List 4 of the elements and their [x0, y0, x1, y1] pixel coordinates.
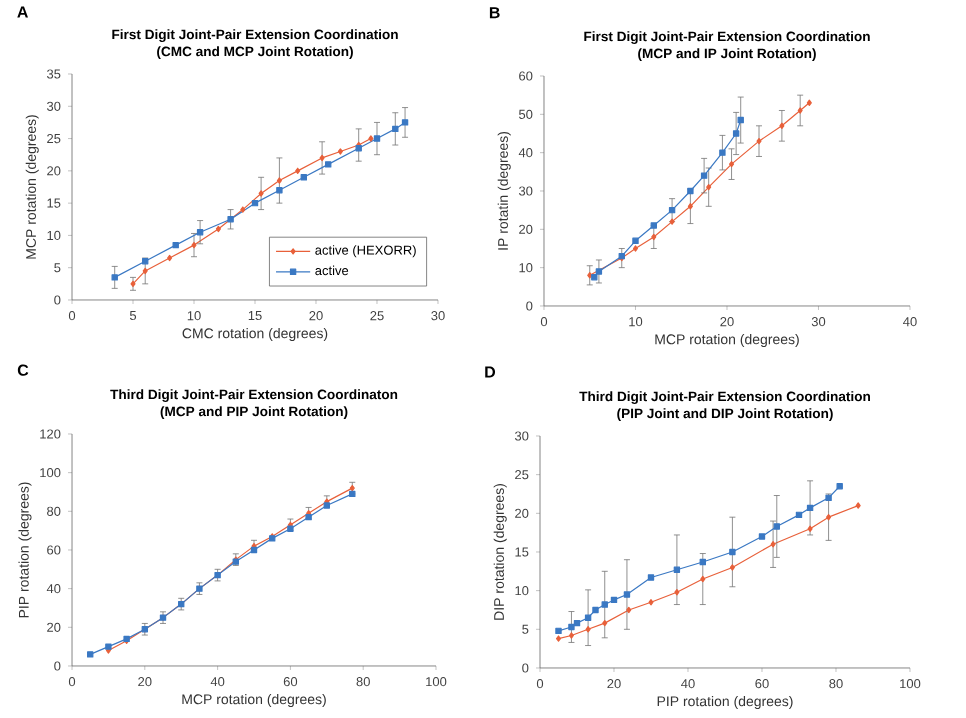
text: D — [485, 366, 496, 378]
text: B — [489, 7, 500, 19]
text: A — [17, 6, 28, 18]
text: C — [17, 364, 29, 376]
